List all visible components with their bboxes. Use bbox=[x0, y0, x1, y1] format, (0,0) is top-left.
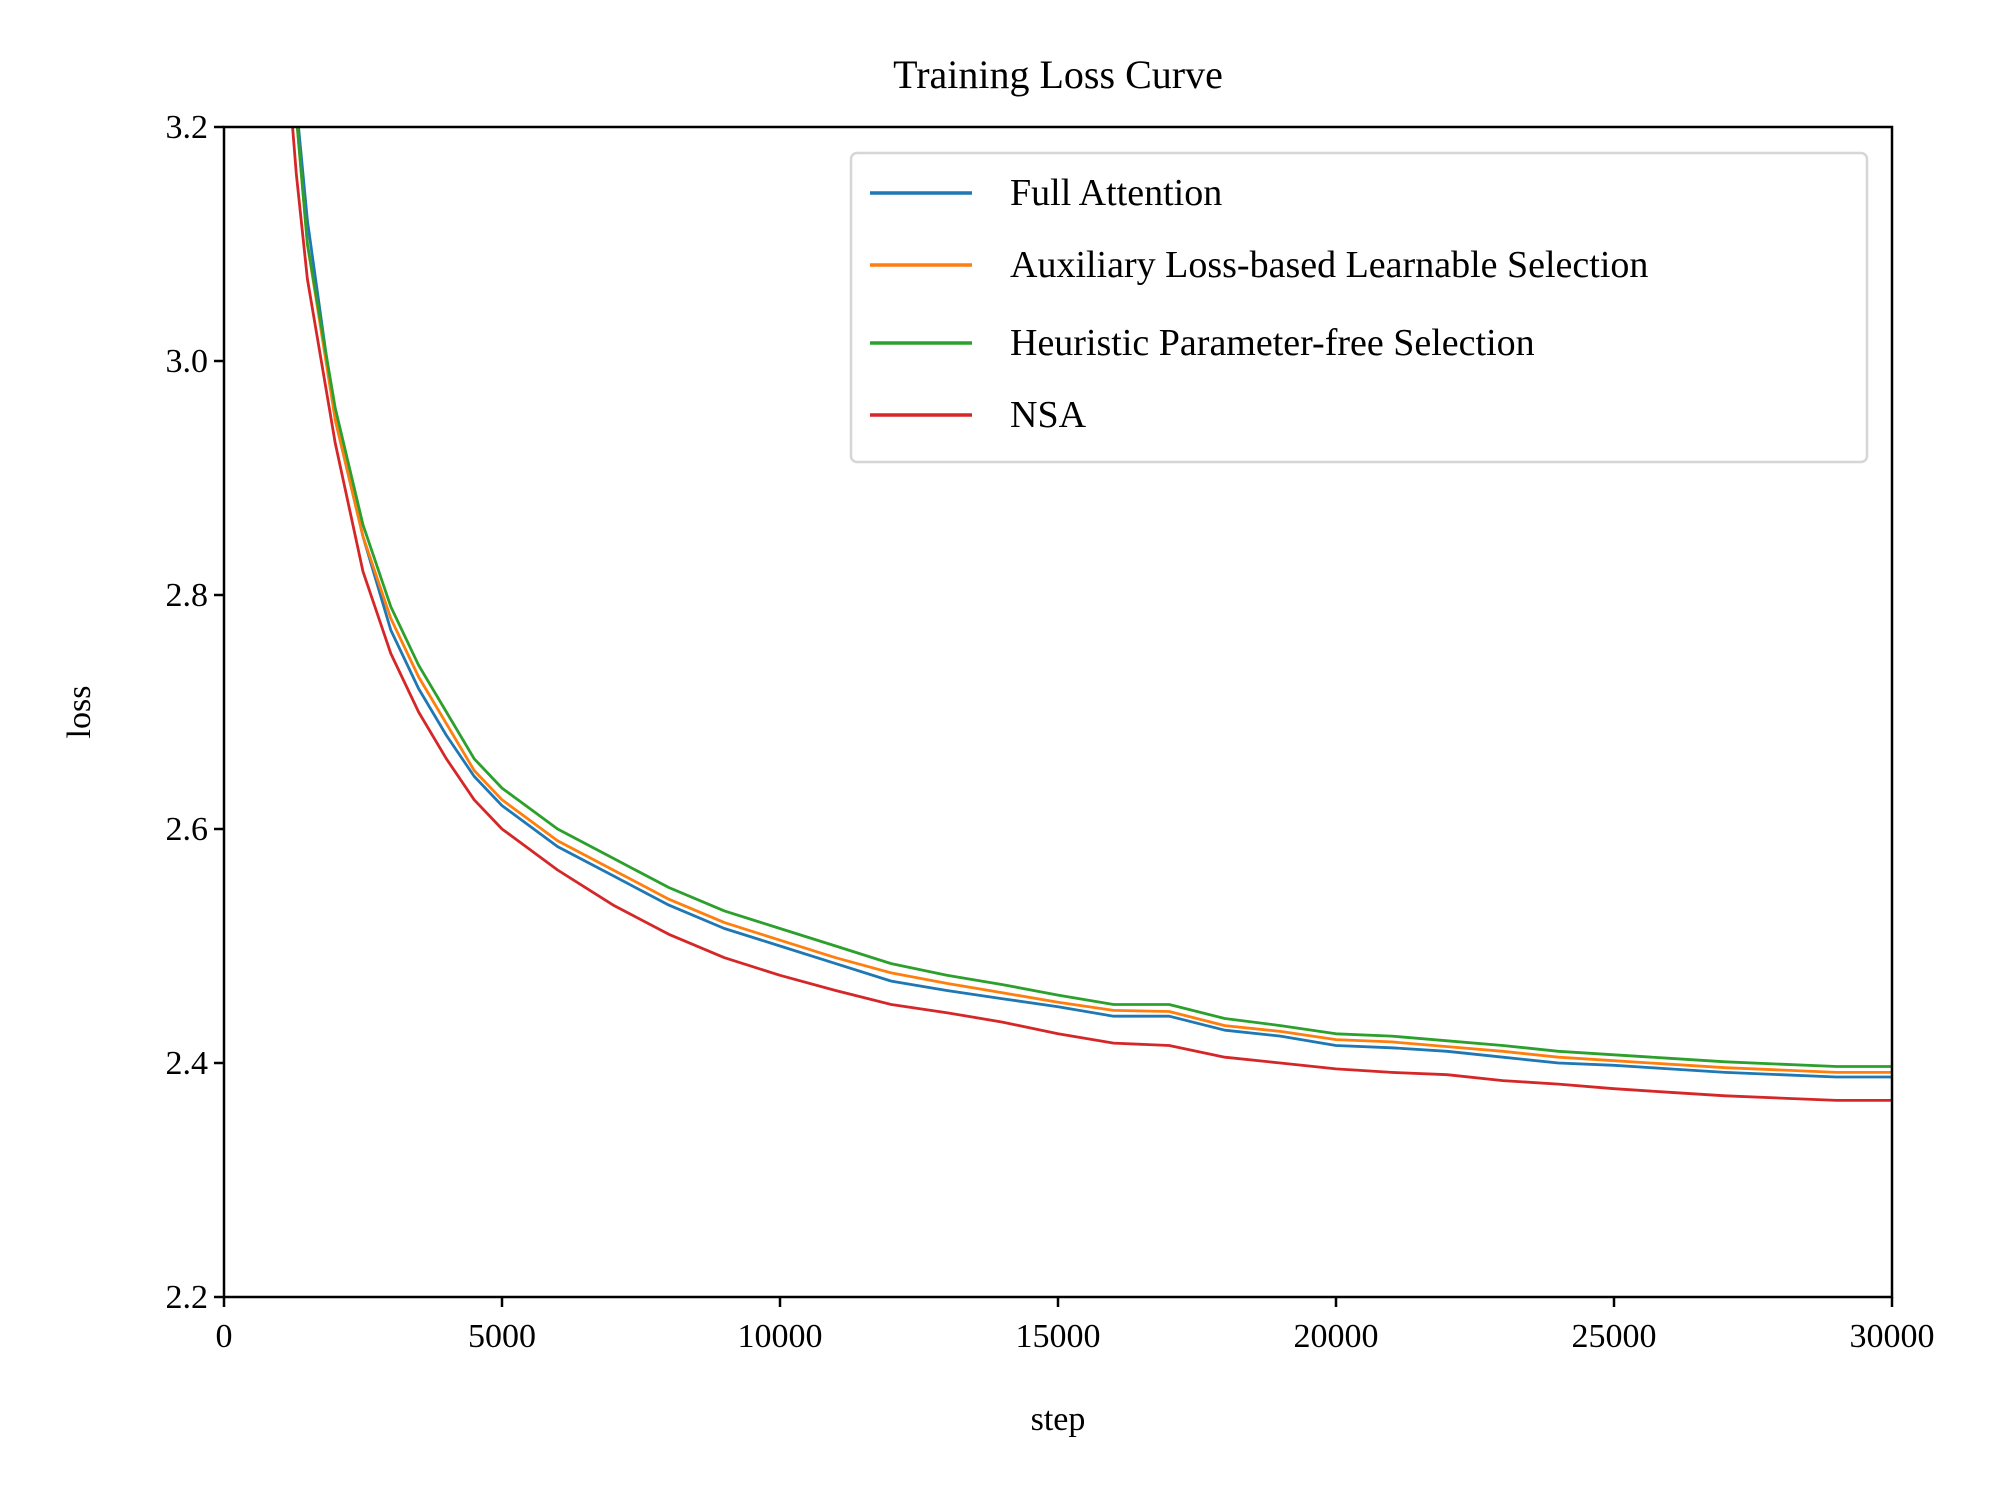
x-tick-label: 10000 bbox=[738, 1318, 823, 1355]
legend: Full Attention Auxiliary Loss-based Learn… bbox=[849, 151, 1869, 464]
x-axis-label: step bbox=[1031, 1401, 1086, 1438]
x-tick-label: 15000 bbox=[1016, 1318, 1101, 1355]
y-tick-label: 2.6 bbox=[166, 811, 209, 848]
legend-box bbox=[849, 151, 1869, 464]
y-tick-label: 3.0 bbox=[166, 343, 209, 380]
x-tick-label: 20000 bbox=[1294, 1318, 1379, 1355]
y-axis-label: loss bbox=[61, 686, 98, 739]
chart-title: Training Loss Curve bbox=[893, 52, 1223, 97]
series-line-1 bbox=[297, 127, 1892, 1079]
legend-label: NSA bbox=[1010, 394, 1087, 436]
x-tick-label: 30000 bbox=[1850, 1318, 1935, 1355]
series-line-3 bbox=[295, 127, 1892, 1068]
legend-label: Full Attention bbox=[1010, 172, 1222, 214]
x-tick-label: 25000 bbox=[1572, 1318, 1657, 1355]
legend-label: Heuristic Parameter-free Selection bbox=[1010, 322, 1535, 364]
y-tick-label: 2.2 bbox=[166, 1279, 209, 1316]
y-tick-label: 3.2 bbox=[166, 109, 209, 146]
series-line-4 bbox=[291, 127, 1892, 1102]
series-line-2 bbox=[295, 127, 1892, 1074]
x-tick-label: 0 bbox=[216, 1318, 233, 1355]
y-tick-label: 2.4 bbox=[166, 1045, 209, 1082]
x-tick-label: 5000 bbox=[468, 1318, 536, 1355]
legend-label: Auxiliary Loss-based Learnable Selection bbox=[1010, 244, 1648, 286]
y-tick-label: 2.8 bbox=[166, 577, 209, 614]
